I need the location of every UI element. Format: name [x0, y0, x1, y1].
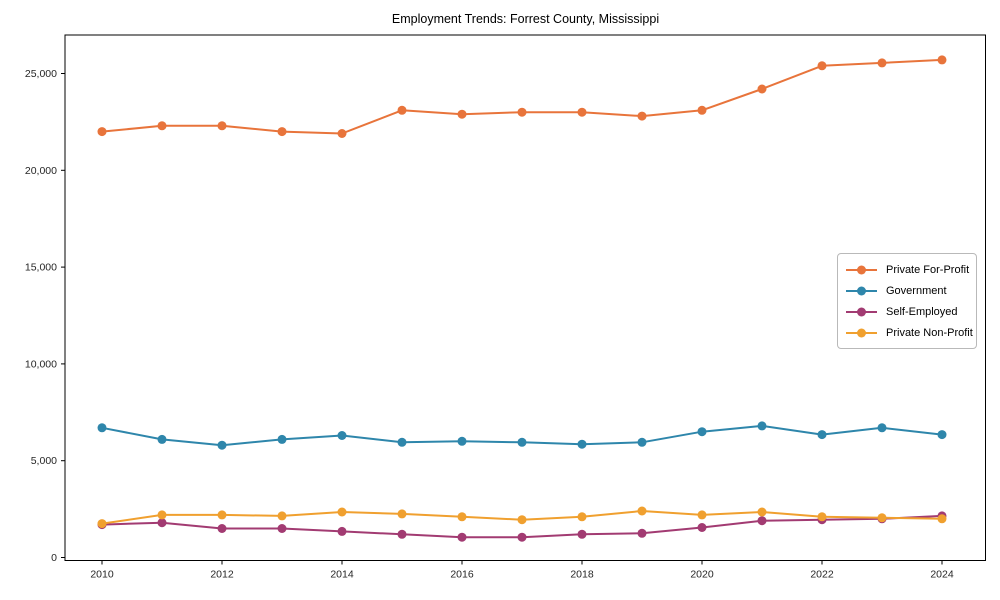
x-tick-label: 2022 [810, 569, 834, 581]
data-point-marker [757, 421, 767, 431]
data-point-marker [277, 511, 287, 521]
data-point-marker [937, 514, 947, 524]
data-point-marker [697, 427, 707, 437]
legend-label: Private Non-Profit [886, 326, 973, 339]
data-point-marker [337, 507, 347, 517]
y-tick-label: 10,000 [25, 358, 57, 370]
y-tick-label: 25,000 [25, 68, 57, 80]
legend-item-private-for-profit: Private For-Profit [845, 259, 969, 280]
data-point-marker [397, 105, 407, 115]
data-point-marker [637, 111, 647, 121]
y-tick-label: 0 [51, 552, 57, 564]
data-point-marker [337, 431, 347, 440]
data-point-marker [277, 434, 287, 444]
data-point-marker [937, 430, 947, 440]
data-point-marker [337, 129, 347, 138]
data-point-marker [637, 437, 647, 447]
legend-item-self-employed: Self-Employed [845, 301, 969, 322]
data-point-marker [157, 510, 167, 520]
data-point-marker [217, 510, 227, 520]
data-point-marker [277, 127, 287, 137]
x-tick-label: 2012 [210, 569, 234, 581]
data-point-marker [97, 519, 107, 529]
data-point-marker [157, 434, 167, 444]
data-point-marker [217, 440, 227, 450]
data-point-marker [577, 439, 587, 449]
data-point-marker [697, 523, 707, 532]
data-point-marker [457, 532, 467, 542]
legend: Private For-Profit Government Self-Employe… [837, 253, 977, 349]
data-point-marker [517, 515, 527, 525]
data-point-marker [757, 516, 767, 526]
data-point-marker [97, 127, 107, 137]
legend-item-private-non-profit: Private Non-Profit [845, 322, 973, 343]
legend-label: Private For-Profit [886, 263, 970, 276]
data-point-marker [397, 509, 407, 519]
data-point-marker [217, 524, 227, 533]
data-point-marker [697, 510, 707, 520]
legend-label: Self-Employed [886, 305, 958, 318]
data-point-marker [877, 513, 887, 523]
axes-frame [64, 34, 986, 561]
x-tick-label: 2020 [690, 569, 714, 581]
data-point-marker [577, 512, 587, 522]
y-tick-label: 15,000 [25, 262, 57, 274]
data-point-marker [397, 437, 407, 447]
data-point-marker [217, 121, 227, 131]
legend-line-marker-icon [846, 307, 877, 316]
data-point-marker [577, 529, 587, 539]
x-tick-label: 2014 [330, 569, 354, 581]
x-tick-label: 2016 [450, 569, 474, 581]
data-point-marker [937, 55, 947, 65]
data-point-marker [517, 437, 527, 447]
chart-title: Employment Trends: Forrest County, Missi… [391, 12, 660, 26]
data-point-marker [397, 529, 407, 539]
legend-label: Government [886, 284, 947, 297]
data-point-marker [157, 518, 167, 528]
y-tick-label: 5,000 [31, 455, 57, 467]
legend-item-government: Government [845, 280, 969, 301]
legend-line-marker-icon [846, 286, 877, 295]
legend-line-marker-icon [846, 265, 877, 274]
data-point-marker [157, 121, 167, 131]
x-tick-label: 2024 [930, 569, 954, 581]
data-point-marker [97, 423, 107, 433]
series-line-private-for-profit [101, 58, 943, 135]
data-point-marker [517, 107, 527, 117]
data-point-marker [817, 61, 827, 71]
x-tick-label: 2018 [570, 569, 594, 581]
data-point-marker [697, 105, 707, 115]
data-point-marker [877, 58, 887, 68]
legend-line-marker-icon [846, 328, 877, 337]
data-point-marker [817, 430, 827, 440]
data-point-marker [637, 528, 647, 538]
y-tick-label: 20,000 [25, 165, 57, 177]
data-point-marker [337, 526, 347, 536]
data-point-marker [637, 506, 647, 516]
data-point-marker [457, 436, 467, 446]
data-point-marker [277, 524, 287, 533]
data-point-marker [457, 109, 467, 119]
x-tick-label: 2010 [90, 569, 114, 581]
data-point-marker [577, 107, 587, 117]
data-point-marker [757, 507, 767, 517]
data-point-marker [457, 512, 467, 522]
data-point-marker [877, 423, 887, 433]
data-point-marker [757, 84, 767, 94]
data-point-marker [817, 512, 827, 522]
data-point-marker [517, 532, 527, 542]
